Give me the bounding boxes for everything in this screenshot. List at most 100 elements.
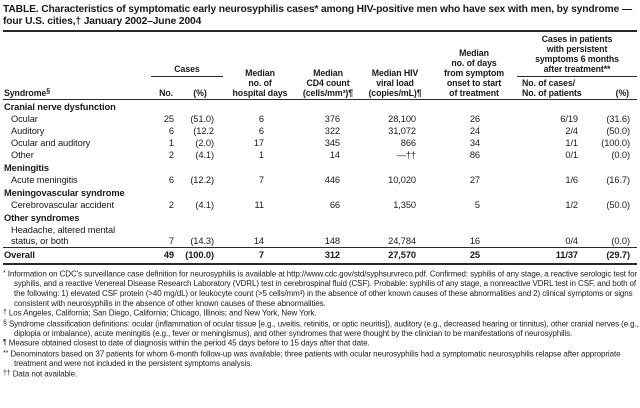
footnote-marker: ¶	[3, 339, 7, 347]
table-cell: 49	[151, 247, 177, 263]
table-cell: (2.0)	[195, 137, 214, 148]
table-cell: (16.7)	[606, 174, 630, 185]
table-cell: 2/4	[565, 125, 578, 136]
table-cell: 2	[168, 199, 174, 210]
footnote-text: Syndrome classification definitions: ocu…	[8, 319, 639, 338]
table-cell: 6	[258, 125, 264, 136]
section-row: Other syndromes	[3, 211, 637, 224]
table-cell: 10,020	[388, 174, 416, 185]
table-cell: 24	[469, 125, 480, 136]
table-cell: 6/19	[560, 113, 578, 124]
table-body: Cranial nerve dysfunction Ocular 25 (51.0) 6…	[3, 100, 637, 263]
table-cell: 86	[469, 149, 480, 160]
row-label: Cerebrovascular accident	[11, 199, 115, 210]
table-cell: 6	[168, 125, 174, 136]
table-cell: 26	[469, 113, 480, 124]
footnote-text: Information on CDC's surveillance case d…	[7, 269, 638, 308]
col-header-cd4-count: Median CD4 count (cells/mm³)¶	[297, 33, 359, 100]
row-label: Auditory	[11, 125, 45, 136]
row-label: Ocular	[11, 113, 38, 124]
footnote-marker: §	[3, 319, 7, 327]
footnote: ¶ Measure obtained closest to date of di…	[3, 338, 639, 348]
footnote: § Syndrome classification definitions: o…	[3, 319, 639, 339]
table-cell: 7	[168, 235, 174, 246]
table-cell: (4.1)	[195, 149, 214, 160]
table-cell: 0/1	[565, 149, 578, 160]
footnote: * Information on CDC's surveillance case…	[3, 269, 639, 308]
table-cell: 345	[324, 137, 340, 148]
title-rule	[3, 30, 637, 32]
table-cell: 1	[258, 149, 264, 160]
col-group-cases: Cases	[151, 33, 223, 77]
table-cell: 7	[223, 247, 297, 263]
col-header-persistent-pct: (%)	[591, 76, 637, 100]
row-label: Acute meningitis	[11, 174, 78, 185]
col-header-cases-pct: (%)	[177, 76, 223, 100]
footnote-marker: *	[3, 270, 6, 277]
table-cell: (4.1)	[195, 199, 214, 210]
table-cell: 5	[474, 199, 480, 210]
footnote: ** Denominators based on 37 patients for…	[3, 349, 639, 369]
table-cell: (31.6)	[606, 113, 630, 124]
table-cell: 25	[163, 113, 174, 124]
footnote-text: Data not available.	[12, 369, 78, 379]
table-cell: 6	[258, 113, 264, 124]
col-header-viral-load: Median HIV viral load (copies/mL)¶	[359, 33, 431, 100]
row-label: Other	[11, 149, 34, 160]
table-cell: 148	[324, 235, 340, 246]
table-row: Auditory 6 (12.2 6 322 31,072 24 2/4 (50.0)	[3, 125, 637, 137]
table-cell: 0/4	[565, 235, 578, 246]
section-label: Cranial nerve dysfunction	[4, 101, 116, 112]
section-row: Meningovascular syndrome	[3, 186, 637, 199]
table-cell: 31,072	[388, 125, 416, 136]
section-row: Meningitis	[3, 161, 637, 174]
table-cell: 446	[324, 174, 340, 185]
table-cell: 866	[400, 137, 416, 148]
table-bottom-rule	[3, 263, 637, 265]
table-cell: 1,350	[393, 199, 416, 210]
col-header-hospital-days: Median no. of hospital days	[223, 33, 297, 100]
row-label: Overall	[3, 247, 151, 263]
col-header-cases-no: No.	[151, 76, 177, 100]
table-row: Acute meningitis 6 (12.2) 7 446 10,020 27 1/6 (1…	[3, 174, 637, 186]
table-header: Syndrome§ Cases Median no. of hospital d…	[3, 33, 637, 100]
table-cell: 16	[469, 235, 480, 246]
section-row: Cranial nerve dysfunction	[3, 100, 637, 114]
row-label: Ocular and auditory	[11, 137, 91, 148]
table-cell: 376	[324, 113, 340, 124]
table-cell: 11/37	[517, 247, 591, 263]
table-cell: 28,100	[388, 113, 416, 124]
table-row: Headache, altered mental status, or both…	[3, 224, 637, 248]
col-header-cases-per-patients: No. of cases/ No. of patients	[517, 76, 591, 100]
footnote: †† Data not available.	[3, 369, 639, 379]
col-header-syndrome-label: Syndrome	[4, 88, 47, 98]
table-cell: 27	[469, 174, 480, 185]
table-cell: 1/2	[565, 199, 578, 210]
section-label: Other syndromes	[4, 212, 80, 223]
overall-row: Overall 49 (100.0) 7 312 27,570 25 11/37 (29.7)	[3, 247, 637, 263]
table-cell: 27,570	[359, 247, 431, 263]
table-cell: (50.0)	[606, 125, 630, 136]
table-cell: (0.0)	[611, 235, 630, 246]
table-cell: (0.0)	[611, 149, 630, 160]
col-header-syndrome: Syndrome§	[3, 33, 151, 100]
table-cell: 66	[329, 199, 340, 210]
table-row: Other 2 (4.1) 1 14 —†† 86 0/1 (0.0)	[3, 149, 637, 161]
table-cell: 34	[469, 137, 480, 148]
syndrome-footnote-mark: §	[46, 88, 51, 95]
footnote-text: Measure obtained closest to date of diag…	[8, 338, 370, 348]
table-cell: —††	[396, 149, 416, 160]
footnote-marker: **	[3, 349, 9, 357]
table-cell: (50.0)	[606, 199, 630, 210]
table-row: Ocular and auditory 1 (2.0) 17 345 866 34 1/1 (1…	[3, 137, 637, 149]
footnote-text: Los Angeles, California; San Diego, Cali…	[8, 308, 317, 318]
table-cell: 1	[168, 137, 174, 148]
footnotes: * Information on CDC's surveillance case…	[3, 269, 639, 379]
table-cell: (12.2	[193, 125, 214, 136]
table-cell: 25	[431, 247, 517, 263]
footnote-marker: ††	[3, 369, 11, 377]
table-cell: 7	[258, 174, 264, 185]
page: TABLE. Characteristics of symptomatic ea…	[3, 4, 639, 379]
table-cell: (12.2)	[190, 174, 214, 185]
table-row: Ocular 25 (51.0) 6 376 28,100 26 6/19 (31.6)	[3, 113, 637, 125]
